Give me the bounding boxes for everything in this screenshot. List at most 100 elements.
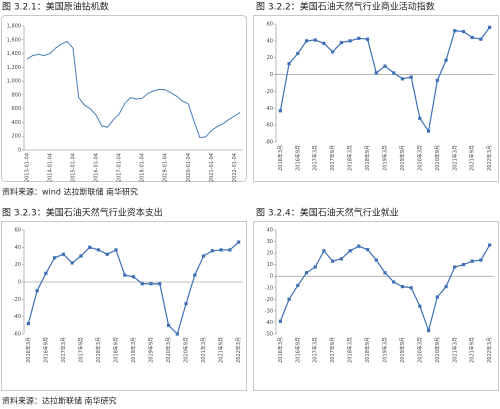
- marker: [348, 249, 352, 253]
- marker: [53, 256, 57, 260]
- marker: [296, 283, 300, 288]
- x-tick-label: 2019年9月: [148, 337, 155, 363]
- x-tick-label: 2017-01-04: [117, 153, 123, 182]
- marker: [123, 273, 127, 277]
- marker: [105, 252, 109, 256]
- marker: [357, 36, 361, 40]
- x-tick-label: 2021年3月: [200, 337, 207, 363]
- marker: [365, 37, 370, 41]
- x-tick-label: 2014-01-04: [47, 153, 53, 182]
- x-tick-label: 2018-01-04: [140, 153, 146, 182]
- marker: [409, 75, 413, 79]
- marker: [374, 258, 378, 262]
- marker: [488, 243, 492, 247]
- x-tick-label: 2021年9月: [218, 337, 225, 363]
- marker: [149, 282, 153, 286]
- y-tick-label: -60: [13, 332, 21, 338]
- x-tick-label: 2020年9月: [183, 337, 190, 363]
- y-tick-label: 400: [11, 120, 21, 126]
- chart-title: 图 3.2.2：美国石油天然气行业商业活动指数: [256, 1, 435, 13]
- x-tick-label: 2019年3月: [130, 337, 137, 363]
- y-tick-label: 30: [267, 239, 273, 245]
- panel-frame: [253, 221, 499, 391]
- source-note: 资料来源：达拉斯联储 南华研究: [2, 396, 117, 406]
- marker: [210, 249, 214, 253]
- x-tick-label: 2016年9月: [294, 337, 301, 363]
- chart-title: 图 3.2.3：美国石油天然气行业资本支出: [2, 207, 163, 219]
- y-tick-label: 10: [267, 262, 273, 268]
- marker: [158, 282, 162, 286]
- y-tick-label: 0: [270, 274, 273, 280]
- marker: [313, 265, 317, 269]
- x-tick-label: 2016年9月: [294, 145, 301, 171]
- x-tick-label: 2020年3月: [416, 337, 423, 363]
- x-tick-label: 2022年3月: [486, 145, 493, 171]
- marker: [61, 252, 66, 256]
- x-tick-label: 2017年3月: [312, 145, 319, 171]
- x-tick-label: 2022-01-04: [232, 153, 238, 182]
- y-tick-label: -30: [265, 308, 273, 314]
- marker: [348, 39, 352, 43]
- marker: [409, 286, 413, 290]
- marker: [339, 40, 343, 45]
- x-tick-label: 2020年3月: [165, 337, 172, 363]
- x-tick-label: 2017年3月: [312, 337, 319, 363]
- marker: [470, 259, 474, 263]
- x-tick-label: 2021年9月: [469, 337, 476, 363]
- y-tick-label: -50: [265, 332, 273, 338]
- marker: [44, 271, 48, 275]
- marker: [339, 257, 343, 261]
- x-tick-label: 2018年3月: [95, 337, 102, 363]
- y-tick-label: 40: [15, 245, 21, 251]
- y-tick-label: 20: [267, 251, 273, 257]
- y-tick-label: -10: [265, 285, 273, 291]
- marker: [296, 51, 300, 56]
- marker: [184, 302, 188, 306]
- marker: [228, 248, 232, 252]
- marker: [278, 319, 282, 323]
- y-tick-label: -20: [13, 297, 21, 303]
- x-tick-label: 2017年9月: [329, 145, 336, 171]
- x-tick-label: 2020年9月: [434, 145, 441, 171]
- marker: [470, 35, 474, 40]
- x-tick-label: 2020-01-04: [186, 153, 192, 182]
- marker: [331, 259, 335, 263]
- panel-frame: [1, 221, 247, 391]
- marker: [70, 261, 74, 265]
- x-tick-label: 2019年9月: [399, 145, 406, 171]
- source-note: 资料来源：wind 达拉斯联储 南华研究: [2, 187, 138, 197]
- y-tick-label: 40: [267, 228, 273, 234]
- y-tick-label: 0: [18, 280, 21, 286]
- marker: [304, 271, 309, 275]
- marker: [96, 248, 101, 252]
- line: [26, 40, 241, 139]
- marker: [79, 254, 83, 258]
- y-tick-label: 60: [267, 22, 273, 28]
- marker: [166, 323, 171, 327]
- x-tick-label: 2022年3月: [486, 337, 493, 363]
- marker: [444, 58, 448, 62]
- marker: [219, 248, 223, 252]
- marker: [392, 280, 396, 284]
- x-tick-label: 2018年9月: [112, 337, 119, 363]
- y-tick-label: 20: [15, 262, 21, 268]
- marker: [313, 38, 317, 42]
- marker: [140, 282, 144, 286]
- marker: [479, 37, 483, 41]
- marker: [304, 39, 309, 43]
- y-tick-label: 1,800: [7, 24, 21, 30]
- x-tick-label: 2016年3月: [25, 337, 32, 363]
- y-tick-label: 1,200: [7, 65, 21, 71]
- marker: [461, 263, 466, 267]
- marker: [383, 271, 387, 275]
- y-tick-label: 0: [18, 148, 21, 154]
- y-tick-label: 800: [11, 92, 21, 98]
- marker: [435, 295, 439, 299]
- marker: [322, 249, 326, 253]
- x-tick-label: 2019年9月: [399, 337, 406, 363]
- x-tick-label: 2021年3月: [451, 337, 458, 363]
- marker: [400, 77, 405, 81]
- x-tick-label: 2018年9月: [364, 337, 371, 363]
- marker: [383, 64, 387, 68]
